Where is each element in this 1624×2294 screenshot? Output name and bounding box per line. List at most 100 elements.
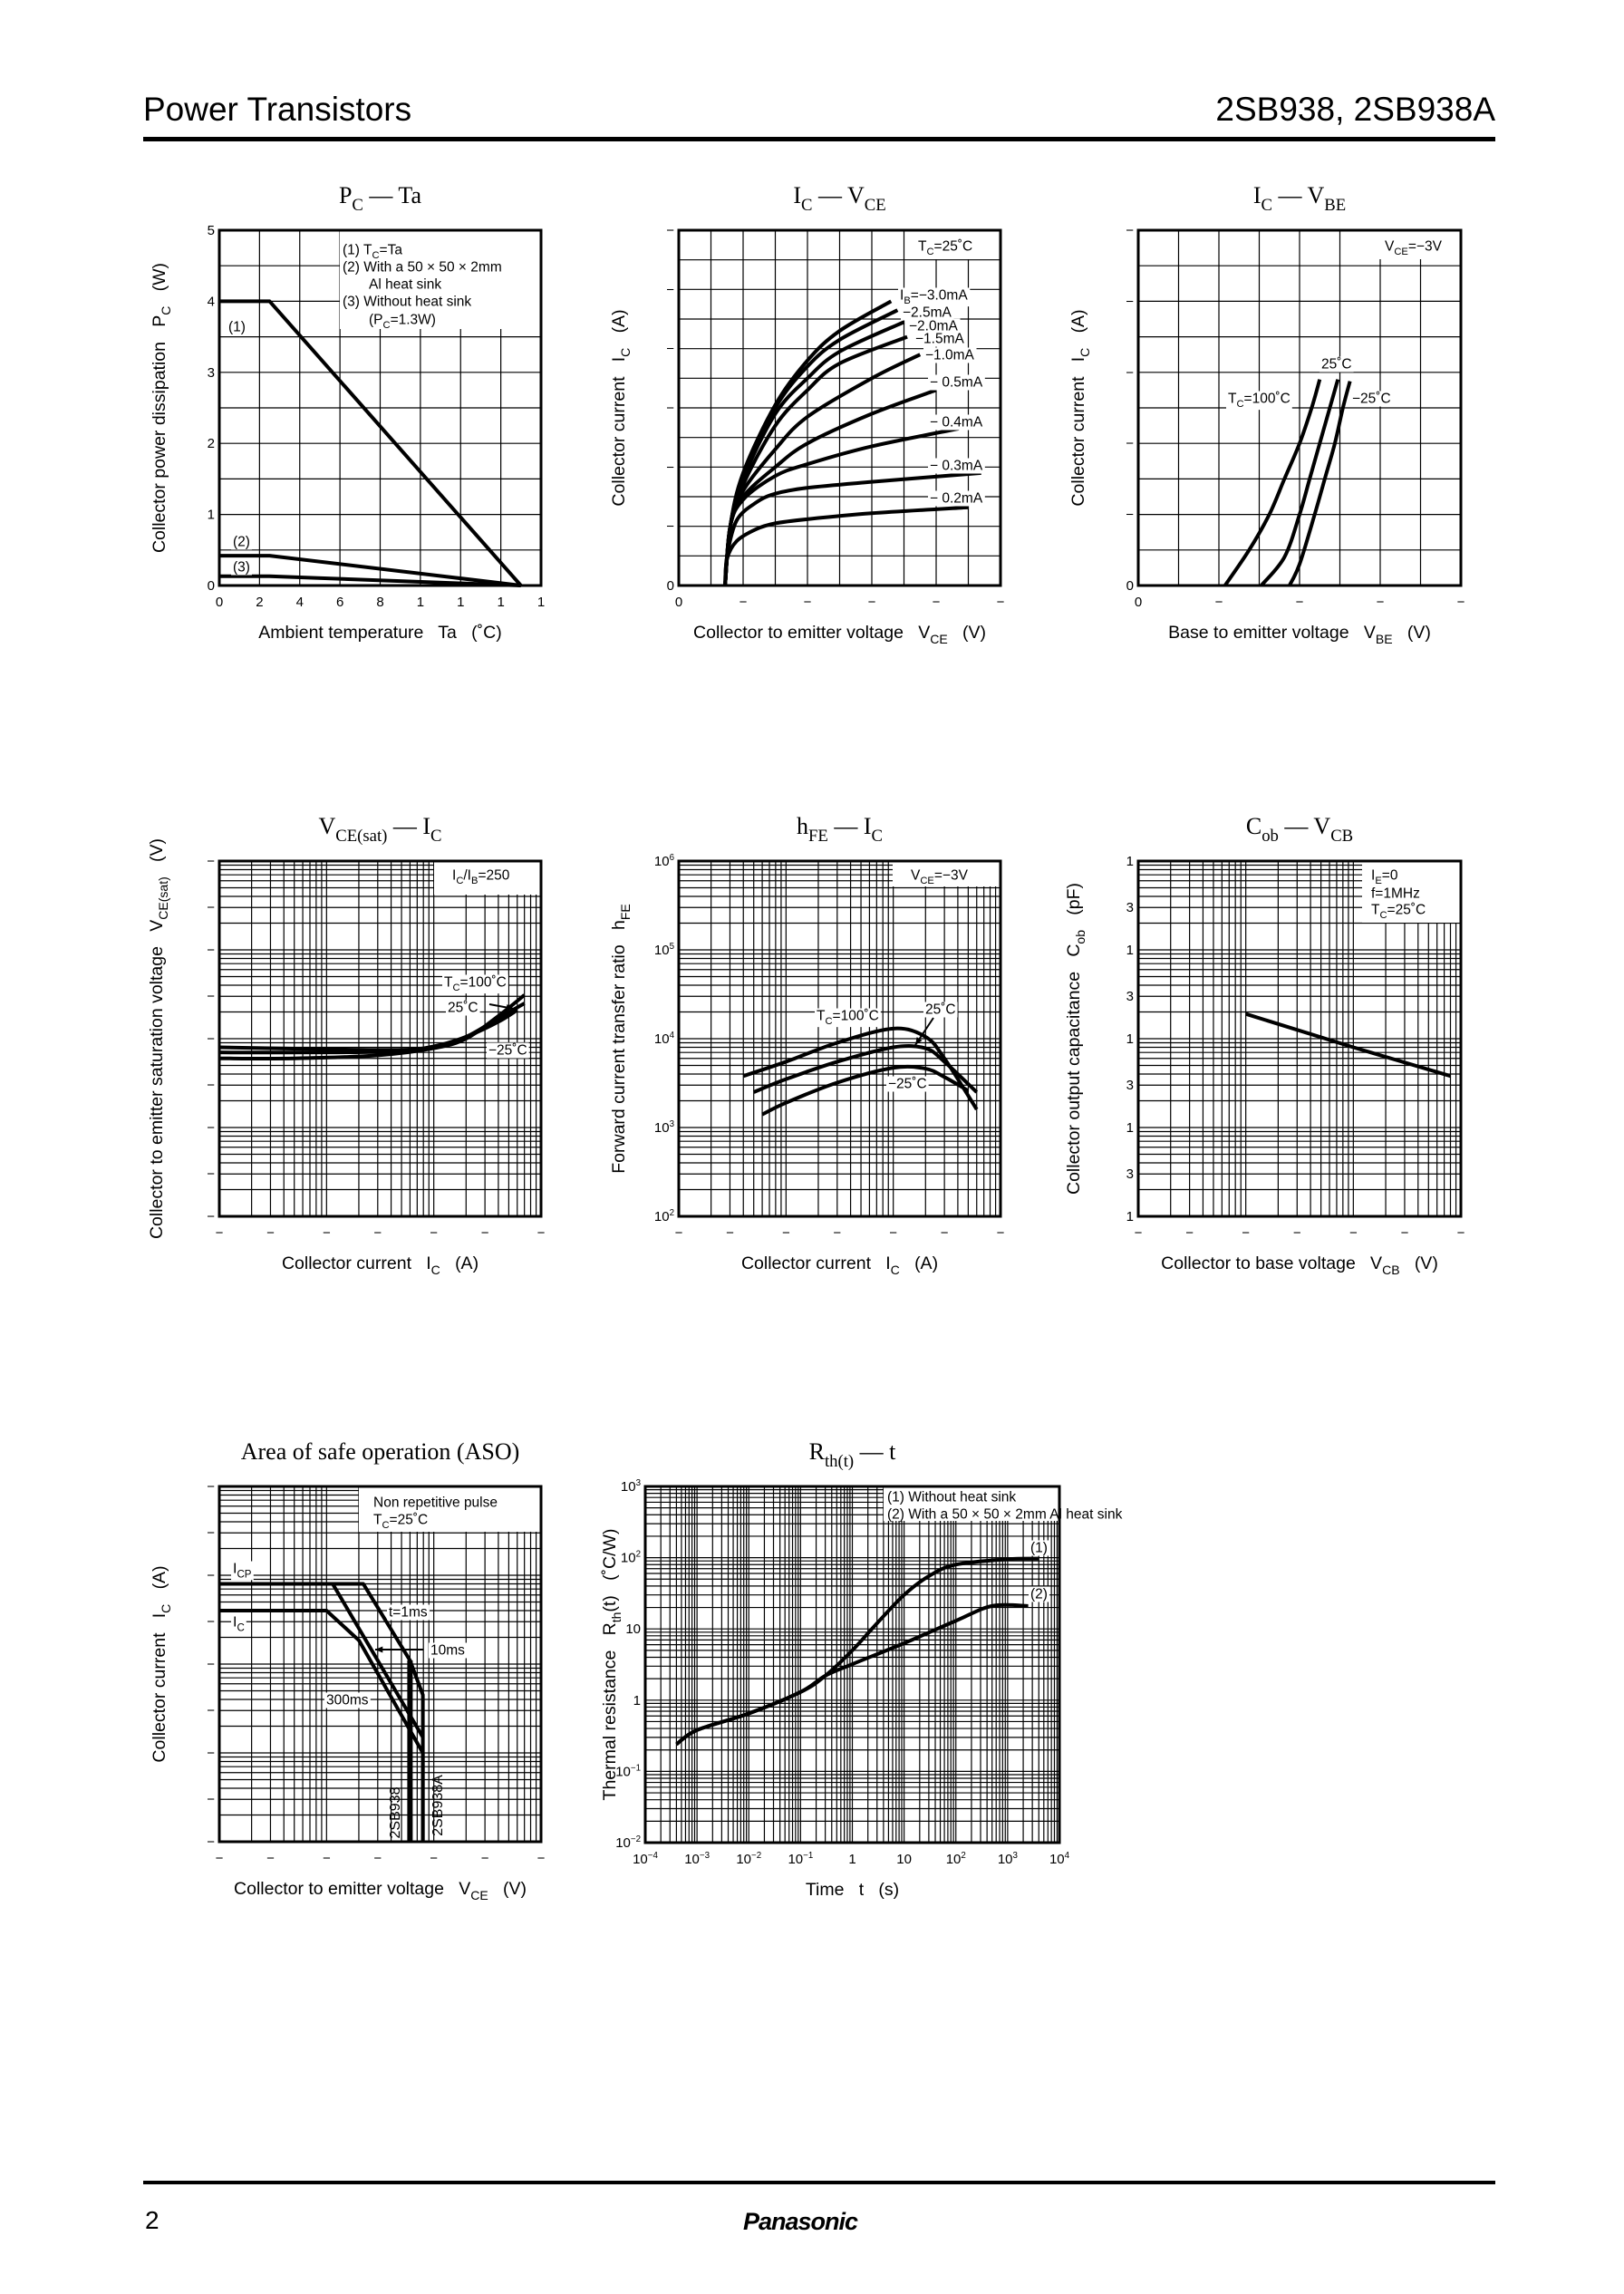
x-tick-label-part: − [889, 1225, 897, 1241]
x-tick-label-part: − [323, 1851, 331, 1866]
x-tick-label: 1 [848, 1852, 856, 1867]
x-tick-label-part: −2 [751, 1851, 761, 1861]
y-tick-label: 1 [1126, 854, 1134, 869]
y-tick-label-part: 10 [621, 1479, 636, 1495]
note-text-part: CE [1394, 247, 1408, 257]
y-tick-label-part: − [1126, 223, 1134, 238]
y-tick-label: 106 [654, 853, 674, 869]
x-tick-label: − [740, 595, 748, 610]
chart-title-part: — I [828, 813, 872, 839]
x-tick-label-part: −1 [803, 1851, 813, 1861]
y-tick-label-part: − [207, 1568, 215, 1583]
series-label-part: 25˚C [1321, 357, 1352, 373]
y-tick-label-part: − [207, 1614, 215, 1630]
note-text: VCE=−3V [911, 868, 969, 887]
y-axis-label: Collector current IC (A) [150, 1565, 173, 1762]
annotation: 2SB938A [430, 1775, 446, 1836]
y-tick-label-part: − [207, 1120, 215, 1136]
series-line-1 [752, 1044, 979, 1094]
y-tick-label-part: 2 [208, 436, 215, 451]
series-label-bg [231, 534, 252, 550]
x-tick-label: − [675, 1225, 683, 1241]
y-tick-label: − [666, 282, 674, 297]
series-label-bg [324, 1692, 371, 1708]
series-label-bg [1029, 1540, 1049, 1556]
note-box [893, 861, 1000, 886]
annotation-part: C [237, 1622, 244, 1633]
x-tick-label-part: − [373, 1225, 382, 1241]
y-axis-label-part: Collector current I [609, 357, 629, 507]
x-axis-label-part: Collector current I [282, 1253, 431, 1273]
y-axis-label: Forward current transfer ratio hFE [609, 904, 633, 1174]
y-tick-label: − [1126, 508, 1134, 523]
y-tick-label-part: 4 [670, 1031, 675, 1041]
x-tick-label: 8 [376, 595, 383, 610]
series-label-part: =100˚C [460, 975, 507, 991]
y-tick-label-part: 1 [633, 1693, 641, 1708]
grid [679, 861, 1000, 1216]
y-tick-label-part: 3 [208, 365, 215, 381]
note-text-part: C [926, 247, 933, 257]
x-tick-label-part: 2 [961, 1851, 965, 1861]
y-tick-label-part: 10 [654, 1031, 670, 1047]
note-box [434, 861, 541, 895]
y-axis-label-part: (A) [150, 1565, 169, 1603]
y-tick-label-part: 3 [636, 1478, 641, 1488]
series-line-0 [219, 299, 523, 587]
note-box [884, 1486, 1059, 1521]
series-label: (3) [233, 560, 250, 576]
x-tick-label-part: − [726, 1225, 734, 1241]
chart-title: Area of safe operation (ASO) [241, 1438, 520, 1465]
y-tick-label-part: −1 [631, 1763, 641, 1773]
x-tick-label-part: 3 [1013, 1851, 1018, 1861]
chart-title: Cob — VCB [1246, 813, 1353, 846]
series-label: 25˚C [448, 1001, 478, 1016]
x-tick-label: 10−4 [633, 1851, 658, 1867]
x-axis-label-part: CB [1382, 1263, 1400, 1277]
series-label-part: − 0.2mA [930, 491, 983, 507]
series-label-part: (1) [1030, 1541, 1048, 1556]
y-tick-label-part: 10 [625, 1621, 641, 1637]
note-text: IC/IB=250 [452, 868, 510, 887]
note-box [912, 230, 1000, 259]
x-tick-label: − [1457, 595, 1465, 610]
note-text-part: C [372, 250, 379, 261]
x-tick-label-part: − [216, 1851, 224, 1866]
y-tick-label: − [207, 1078, 215, 1093]
series-label-part: (3) [233, 560, 250, 576]
chart-title-part: C [1246, 813, 1262, 839]
x-tick-label-part: − [266, 1225, 275, 1241]
series-label-bg [1320, 356, 1354, 373]
note-text-part: CE [920, 876, 934, 886]
y-tick-label-part: − [207, 854, 215, 869]
series-label-part: C [825, 1016, 832, 1027]
note-text-part: V [911, 868, 921, 884]
x-tick-label-part: 0 [216, 595, 223, 610]
x-tick-label-part: − [481, 1225, 489, 1241]
x-axis-label: Collector to emitter voltage VCE (V) [234, 1879, 527, 1902]
y-tick-label: 102 [654, 1208, 674, 1224]
x-tick-label: − [266, 1225, 275, 1241]
x-tick-label: − [481, 1225, 489, 1241]
series-label-bg [429, 1642, 468, 1659]
y-tick-label: − [207, 854, 215, 869]
series-label-part: =100˚C [1244, 392, 1290, 407]
y-tick-label: − [207, 1031, 215, 1047]
x-tick-label-part: − [1401, 1225, 1409, 1241]
x-tick-label-part: − [430, 1851, 438, 1866]
x-tick-label-part: 10 [788, 1852, 803, 1867]
x-tick-label-part: − [933, 595, 941, 610]
note-text: IE=0 [1371, 868, 1398, 887]
series-label-part: (1) [228, 320, 246, 335]
annotation: IC [233, 1615, 245, 1634]
chart-title-part: ob [1262, 827, 1279, 846]
y-tick-label: 0 [1126, 578, 1134, 594]
x-tick-label: 102 [946, 1851, 966, 1867]
y-tick-label: 5 [208, 223, 215, 238]
annotation-bg [0, 0, 34, 4]
x-axis-label-part: Base to emitter voltage V [1168, 623, 1376, 643]
y-tick-label-part: − [1126, 294, 1134, 309]
y-tick-label: − [207, 1568, 215, 1583]
x-tick-label: − [1242, 1225, 1250, 1241]
